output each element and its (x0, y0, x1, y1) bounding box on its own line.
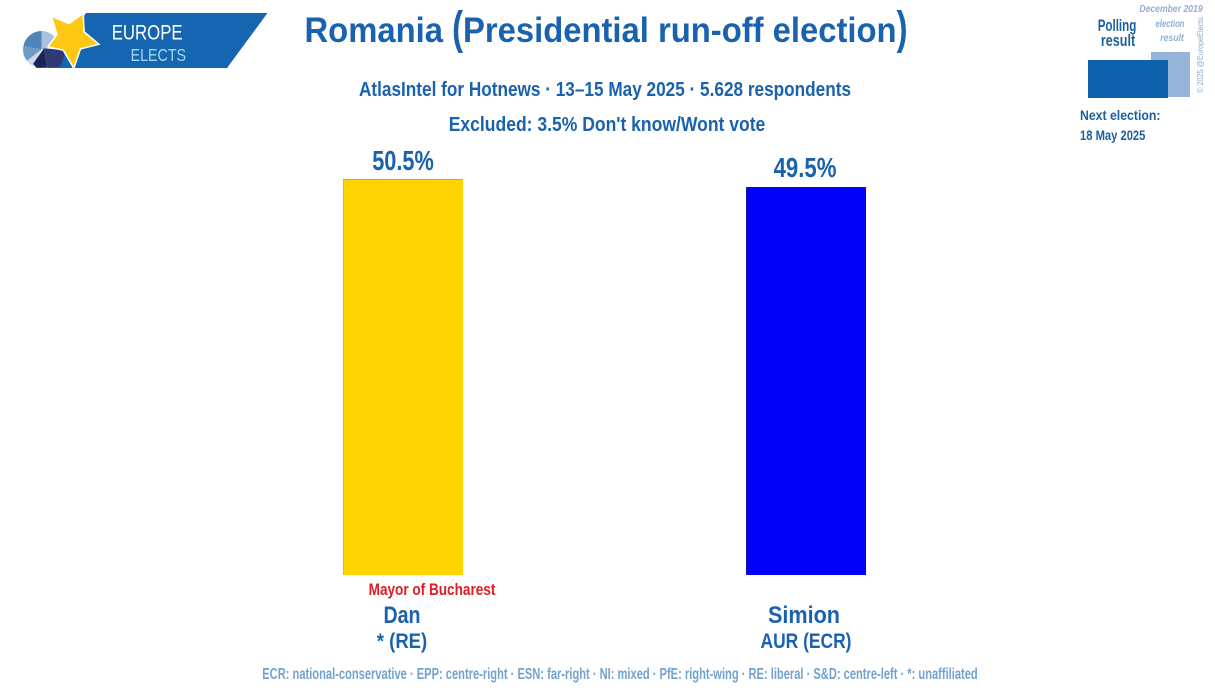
svg-text:ELECTS: ELECTS (131, 47, 186, 66)
svg-text:EUROPE: EUROPE (112, 22, 183, 45)
